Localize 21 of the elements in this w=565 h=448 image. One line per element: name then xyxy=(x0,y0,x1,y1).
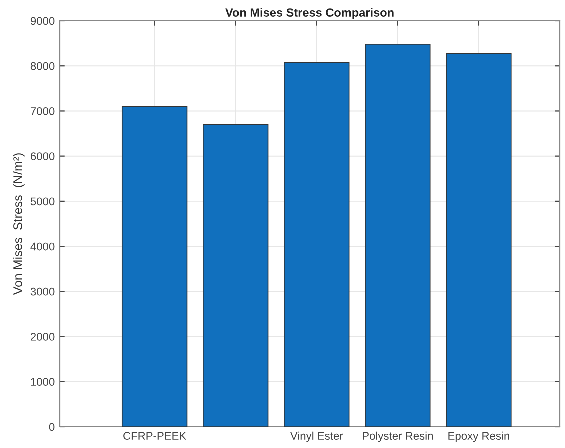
y-axis-title: Von Mises Stress (N/m²) xyxy=(13,154,25,296)
bar xyxy=(365,44,431,427)
y-tick-label: 7000 xyxy=(30,107,55,116)
bar xyxy=(284,62,350,427)
y-tick-label: 1000 xyxy=(31,378,55,386)
x-tick-label: CFRP-PEEK xyxy=(124,432,186,440)
y-tick-label: 8000 xyxy=(30,62,55,70)
bar xyxy=(203,124,269,427)
y-tick-label: 2000 xyxy=(30,333,55,341)
x-tick-label: Vinyl Ester xyxy=(290,432,344,442)
chart-title: Von Mises Stress Comparison xyxy=(226,8,394,20)
y-tick-label: 5000 xyxy=(30,198,55,206)
bar xyxy=(446,54,512,427)
y-tick-label: 9000 xyxy=(30,17,55,26)
x-tick-label: Polyster Resin xyxy=(363,432,434,442)
y-tick-label: 3000 xyxy=(30,288,55,296)
y-tick-label: 0 xyxy=(49,423,55,432)
x-tick-label: Epoxy Resin xyxy=(448,432,510,442)
y-tick-label: 6000 xyxy=(30,152,55,160)
y-tick-label: 4000 xyxy=(30,242,55,251)
bar xyxy=(122,106,188,427)
